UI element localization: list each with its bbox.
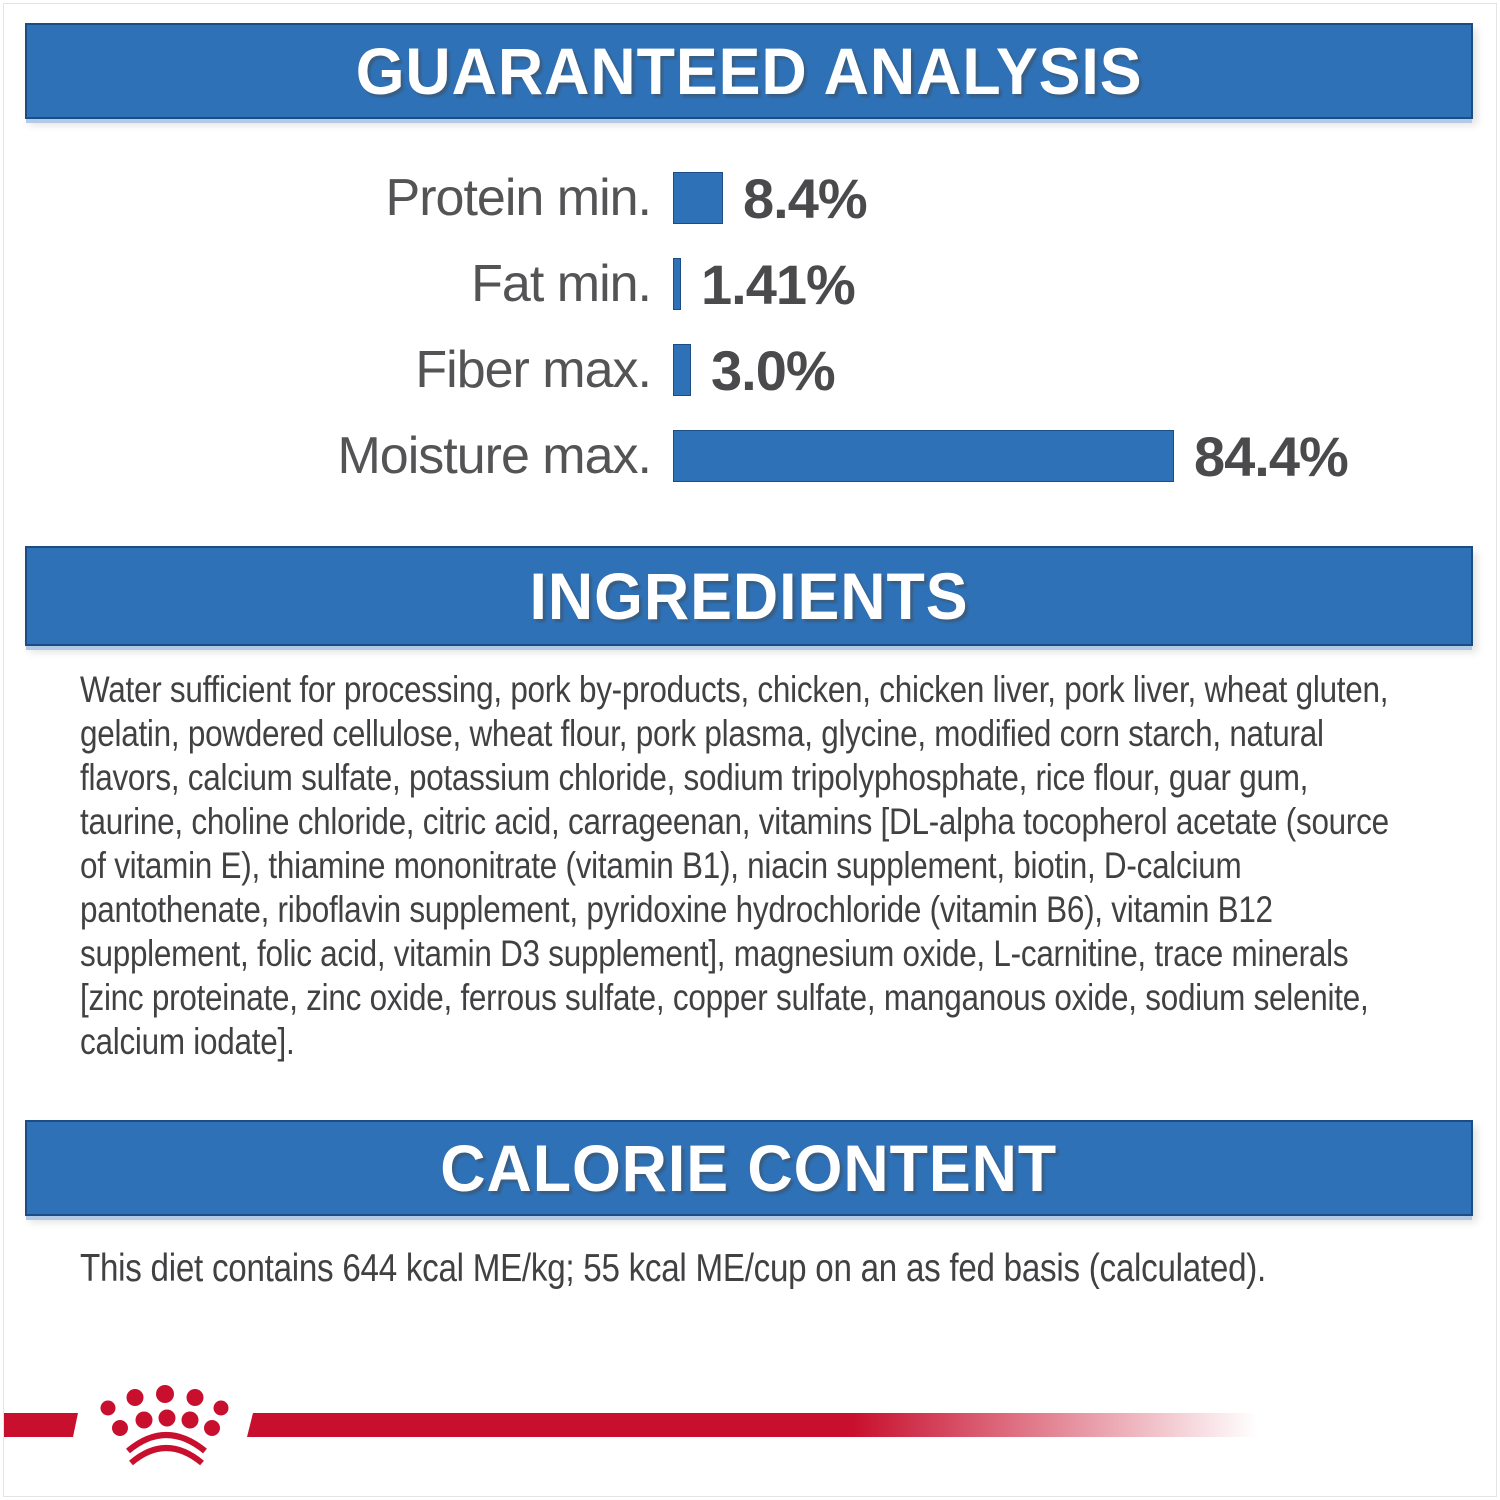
- red-band-left: [4, 1413, 78, 1437]
- nutrient-bar: [673, 430, 1174, 482]
- guaranteed-analysis-chart: Protein min. 8.4% Fat min. 1.41% Fiber max. 3…: [0, 167, 1500, 515]
- nutrient-label: Fiber max.: [415, 341, 652, 399]
- nutrient-row: Protein min. 8.4%: [0, 167, 1500, 230]
- nutrient-label: Moisture max.: [337, 427, 652, 485]
- ingredients-header: INGREDIENTS: [25, 546, 1473, 646]
- nutrient-label: Fat min.: [471, 255, 652, 313]
- nutrient-label: Protein min.: [385, 169, 652, 227]
- calorie-content-title: CALORIE CONTENT: [440, 1131, 1058, 1205]
- nutrient-value: 8.4%: [743, 166, 868, 230]
- crown-paw-logo-icon: [100, 1385, 229, 1466]
- ingredients-title: INGREDIENTS: [529, 559, 969, 633]
- nutrient-row: Fat min. 1.41%: [0, 253, 1500, 316]
- nutrient-value: 84.4%: [1194, 424, 1349, 488]
- nutrient-row: Moisture max. 84.4%: [0, 425, 1500, 488]
- guaranteed-analysis-title: GUARANTEED ANALYSIS: [355, 34, 1143, 108]
- calorie-content-header: CALORIE CONTENT: [25, 1120, 1473, 1216]
- red-band-right: [247, 1413, 1257, 1437]
- nutrient-row: Fiber max. 3.0%: [0, 339, 1500, 402]
- nutrient-bar: [673, 258, 681, 310]
- guaranteed-analysis-header: GUARANTEED ANALYSIS: [25, 23, 1473, 119]
- ingredients-paragraph: Water sufficient for processing, pork by…: [80, 669, 1389, 1062]
- nutrient-value: 1.41%: [701, 252, 856, 316]
- nutrient-bar: [673, 344, 691, 396]
- nutrient-bar: [673, 172, 723, 224]
- nutrient-value: 3.0%: [711, 338, 836, 402]
- calorie-statement: This diet contains 644 kcal ME/kg; 55 kc…: [80, 1247, 1267, 1290]
